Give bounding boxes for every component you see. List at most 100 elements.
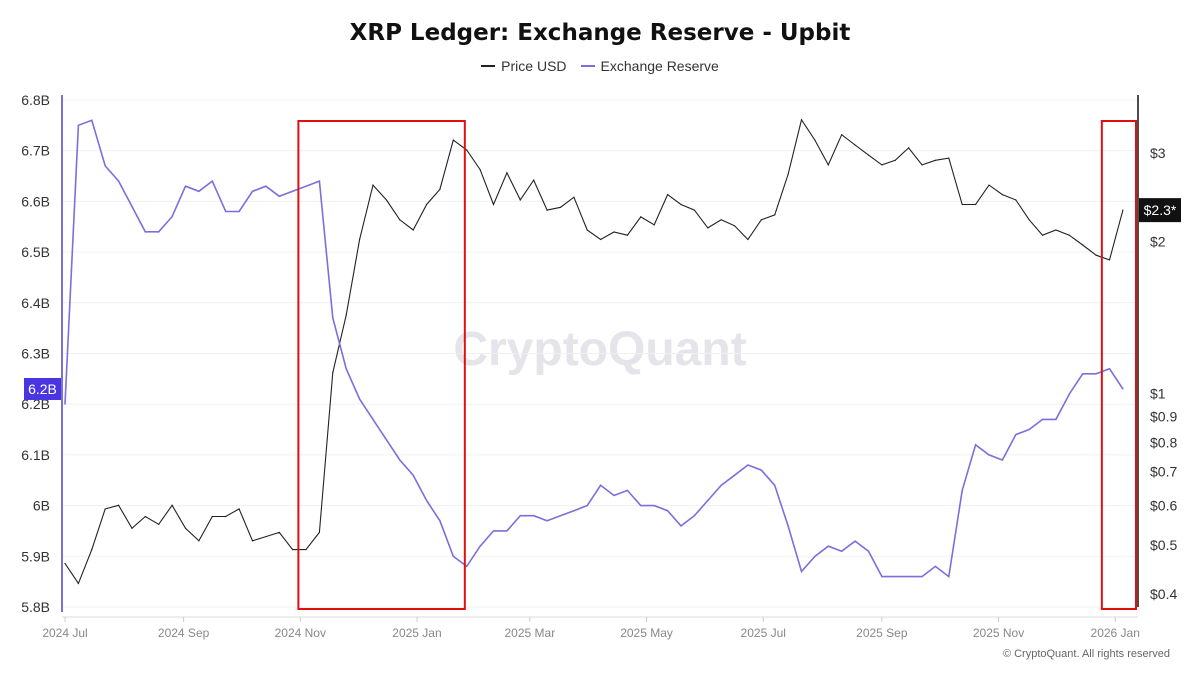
data-point-reserve xyxy=(867,550,870,552)
data-point-price xyxy=(385,199,387,201)
left-tick-label: 6.8B xyxy=(21,92,50,108)
data-point-reserve xyxy=(948,575,950,578)
data-point-reserve xyxy=(1015,434,1017,436)
data-point-price xyxy=(77,582,79,584)
data-point-price xyxy=(251,540,254,542)
data-point-price xyxy=(1001,193,1003,196)
highlight-box-1 xyxy=(297,120,466,610)
x-tick-label: 2025 Mar xyxy=(505,626,556,640)
x-tick-label: 2025 Sep xyxy=(856,626,908,640)
right-tick-label: $2 xyxy=(1150,234,1166,250)
data-point-reserve xyxy=(184,185,187,187)
data-point-reserve xyxy=(198,190,200,192)
data-point-price xyxy=(439,188,441,190)
data-point-reserve xyxy=(720,484,722,486)
data-point-reserve xyxy=(1041,418,1044,421)
data-point-price xyxy=(693,209,695,211)
data-point-price xyxy=(359,238,361,241)
left-tick-label: 6.2B xyxy=(21,396,50,412)
data-point-reserve xyxy=(211,180,213,182)
data-point-price xyxy=(747,238,749,241)
data-point-reserve xyxy=(412,474,414,476)
data-point-price xyxy=(1028,219,1030,221)
data-point-price xyxy=(800,119,803,121)
data-point-price xyxy=(600,238,602,241)
data-point-reserve xyxy=(908,575,910,578)
series-line-exchange-reserve xyxy=(64,119,1124,579)
watermark: CryptoQuant xyxy=(453,323,746,376)
data-point-price xyxy=(492,203,495,206)
data-point-reserve xyxy=(345,368,347,370)
x-tick-label: 2024 Sep xyxy=(158,626,210,640)
data-point-reserve xyxy=(974,444,977,446)
data-point-reserve xyxy=(117,180,120,182)
left-tick-label: 6.7B xyxy=(21,143,50,159)
x-tick-label: 2025 Jan xyxy=(392,626,441,640)
legend-item-reserve[interactable]: Exchange Reserve xyxy=(580,58,719,74)
data-point-reserve xyxy=(800,570,803,573)
data-point-price xyxy=(211,515,213,518)
data-point-price xyxy=(425,203,428,206)
data-point-price xyxy=(131,527,133,529)
data-point-price xyxy=(171,504,173,506)
x-tick-label: 2024 Jul xyxy=(42,626,87,640)
data-point-reserve xyxy=(479,545,481,547)
data-point-reserve xyxy=(573,510,575,512)
data-point-reserve xyxy=(546,520,548,522)
data-point-reserve xyxy=(144,231,146,233)
data-point-reserve xyxy=(586,505,588,507)
current-price-badge-label: $2.3* xyxy=(1144,202,1177,218)
data-point-price xyxy=(466,149,468,151)
data-point-reserve xyxy=(747,464,749,466)
data-point-reserve xyxy=(158,231,160,233)
data-point-price xyxy=(908,147,910,149)
data-point-price xyxy=(760,219,762,221)
data-point-price xyxy=(948,157,950,159)
data-point-reserve xyxy=(399,459,401,461)
data-point-reserve xyxy=(492,530,495,532)
data-point-reserve xyxy=(1095,373,1097,375)
data-point-reserve xyxy=(1055,418,1057,421)
data-point-reserve xyxy=(225,210,227,213)
data-point-reserve xyxy=(372,418,374,421)
data-point-price xyxy=(345,314,347,316)
data-point-price xyxy=(278,531,280,534)
data-point-reserve xyxy=(385,439,387,441)
left-tick-label: 6B xyxy=(33,498,50,514)
data-point-reserve xyxy=(64,403,66,405)
data-point-reserve xyxy=(787,525,789,527)
right-tick-label: $0.5 xyxy=(1150,537,1177,553)
data-point-price xyxy=(774,214,776,216)
data-point-price xyxy=(680,203,682,206)
data-point-price xyxy=(1108,259,1111,261)
data-point-price xyxy=(586,229,588,231)
data-point-reserve xyxy=(921,575,923,578)
data-point-price xyxy=(613,231,615,233)
right-tick-label: $0.4 xyxy=(1150,586,1177,602)
data-point-price xyxy=(1122,209,1124,211)
x-tick-label: 2025 Jul xyxy=(741,626,786,640)
data-point-reserve xyxy=(1122,388,1124,390)
data-point-reserve xyxy=(1108,368,1111,370)
data-point-reserve xyxy=(439,520,441,522)
data-point-reserve xyxy=(693,515,695,517)
data-point-reserve xyxy=(760,469,762,471)
data-point-price xyxy=(546,209,548,211)
data-point-reserve xyxy=(707,499,709,502)
data-point-price xyxy=(1015,199,1017,201)
data-point-reserve xyxy=(91,119,93,121)
legend-item-price[interactable]: Price USD xyxy=(481,58,567,74)
left-tick-label: 6.1B xyxy=(21,447,50,463)
data-point-reserve xyxy=(1082,373,1084,375)
data-point-price xyxy=(733,225,736,227)
series-line-price-usd xyxy=(64,118,1124,585)
data-point-price xyxy=(184,527,187,529)
data-point-price xyxy=(827,164,829,166)
data-point-price xyxy=(881,164,883,166)
data-point-price xyxy=(238,508,240,510)
data-point-price xyxy=(104,508,106,510)
data-point-reserve xyxy=(466,565,468,568)
data-point-price xyxy=(198,540,200,542)
data-point-reserve xyxy=(1028,428,1030,431)
